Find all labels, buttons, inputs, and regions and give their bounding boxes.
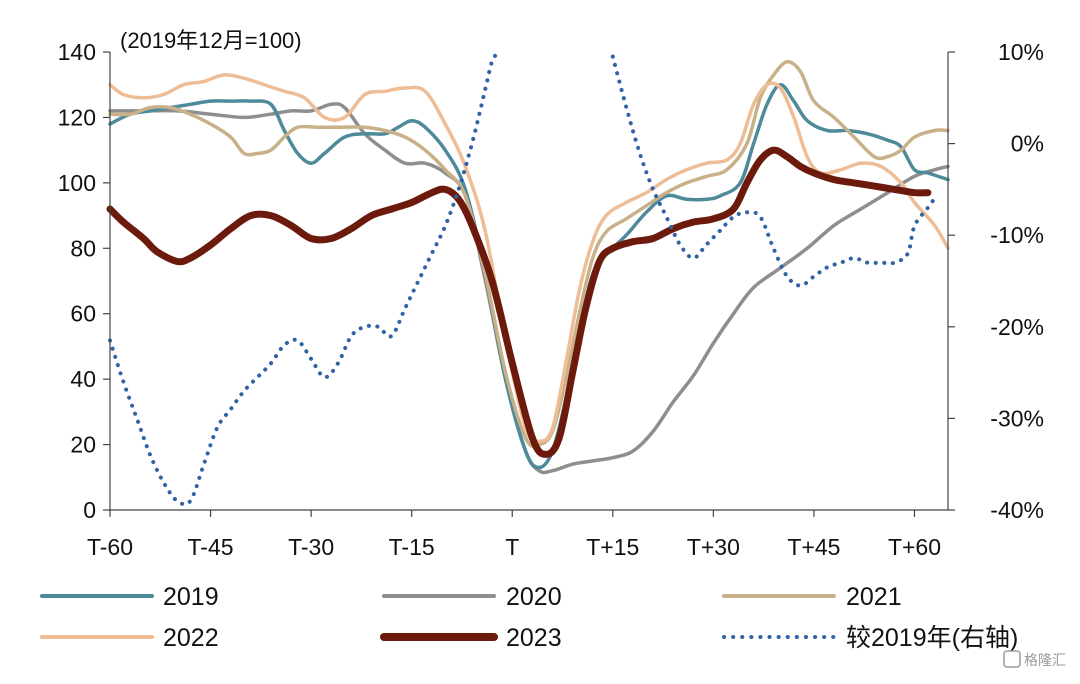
legend-label: 2022	[163, 624, 219, 652]
y-right-tick-label: 10%	[998, 39, 1044, 65]
series-line	[106, 146, 932, 458]
x-tick-label: T	[505, 534, 519, 560]
plot-area	[106, 50, 950, 507]
y-left-tick-label: 120	[58, 104, 96, 130]
y-left-tick-label: 140	[58, 39, 96, 65]
watermark: 格隆汇	[1003, 650, 1066, 669]
watermark-logo-icon	[1003, 650, 1021, 668]
y-left-tick-label: 100	[58, 170, 96, 196]
y-left-tick-label: 0	[83, 497, 96, 523]
x-tick-label: T+30	[687, 534, 740, 560]
legend-label: 2019	[163, 583, 219, 611]
x-tick-label: T+45	[787, 534, 840, 560]
legend-label: 2021	[846, 583, 902, 611]
y-right-tick-label: -40%	[990, 497, 1044, 523]
y-left-tick-label: 40	[70, 366, 96, 392]
legend-label: 2023	[506, 624, 562, 652]
y-left-tick-label: 20	[70, 432, 96, 458]
y-left-tick-label: 80	[70, 235, 96, 261]
watermark-text: 格隆汇	[1024, 653, 1066, 669]
y-right-tick-label: -30%	[990, 405, 1044, 431]
y-left-tick-label: 60	[70, 301, 96, 327]
y-right-tick-label: -10%	[990, 222, 1044, 248]
series-line	[108, 82, 950, 470]
series-line	[108, 60, 950, 448]
legend: 2019 2020 2021 2022 2023 较2019年(右轴)	[40, 583, 1018, 652]
x-tick-label: T+15	[586, 534, 639, 560]
x-tick-label: T-60	[87, 534, 133, 560]
series-line	[108, 73, 950, 444]
y-right-tick-label: 0%	[1011, 131, 1044, 157]
legend-label: 2020	[506, 583, 562, 611]
series-line	[610, 54, 937, 288]
units-annotation: (2019年12月=100)	[120, 28, 302, 53]
x-tick-label: T-30	[288, 534, 334, 560]
y-right-tick-label: -20%	[990, 314, 1044, 340]
legend-label: 较2019年(右轴)	[846, 624, 1018, 652]
series-line	[108, 50, 501, 507]
x-tick-label: T-45	[188, 534, 234, 560]
x-tick-label: T-15	[389, 534, 435, 560]
axes: 0 20 40 60 80 100 120 140 -40% -30% -20% -10% 0% 10% T…	[58, 39, 1044, 560]
x-tick-label: T+60	[888, 534, 941, 560]
